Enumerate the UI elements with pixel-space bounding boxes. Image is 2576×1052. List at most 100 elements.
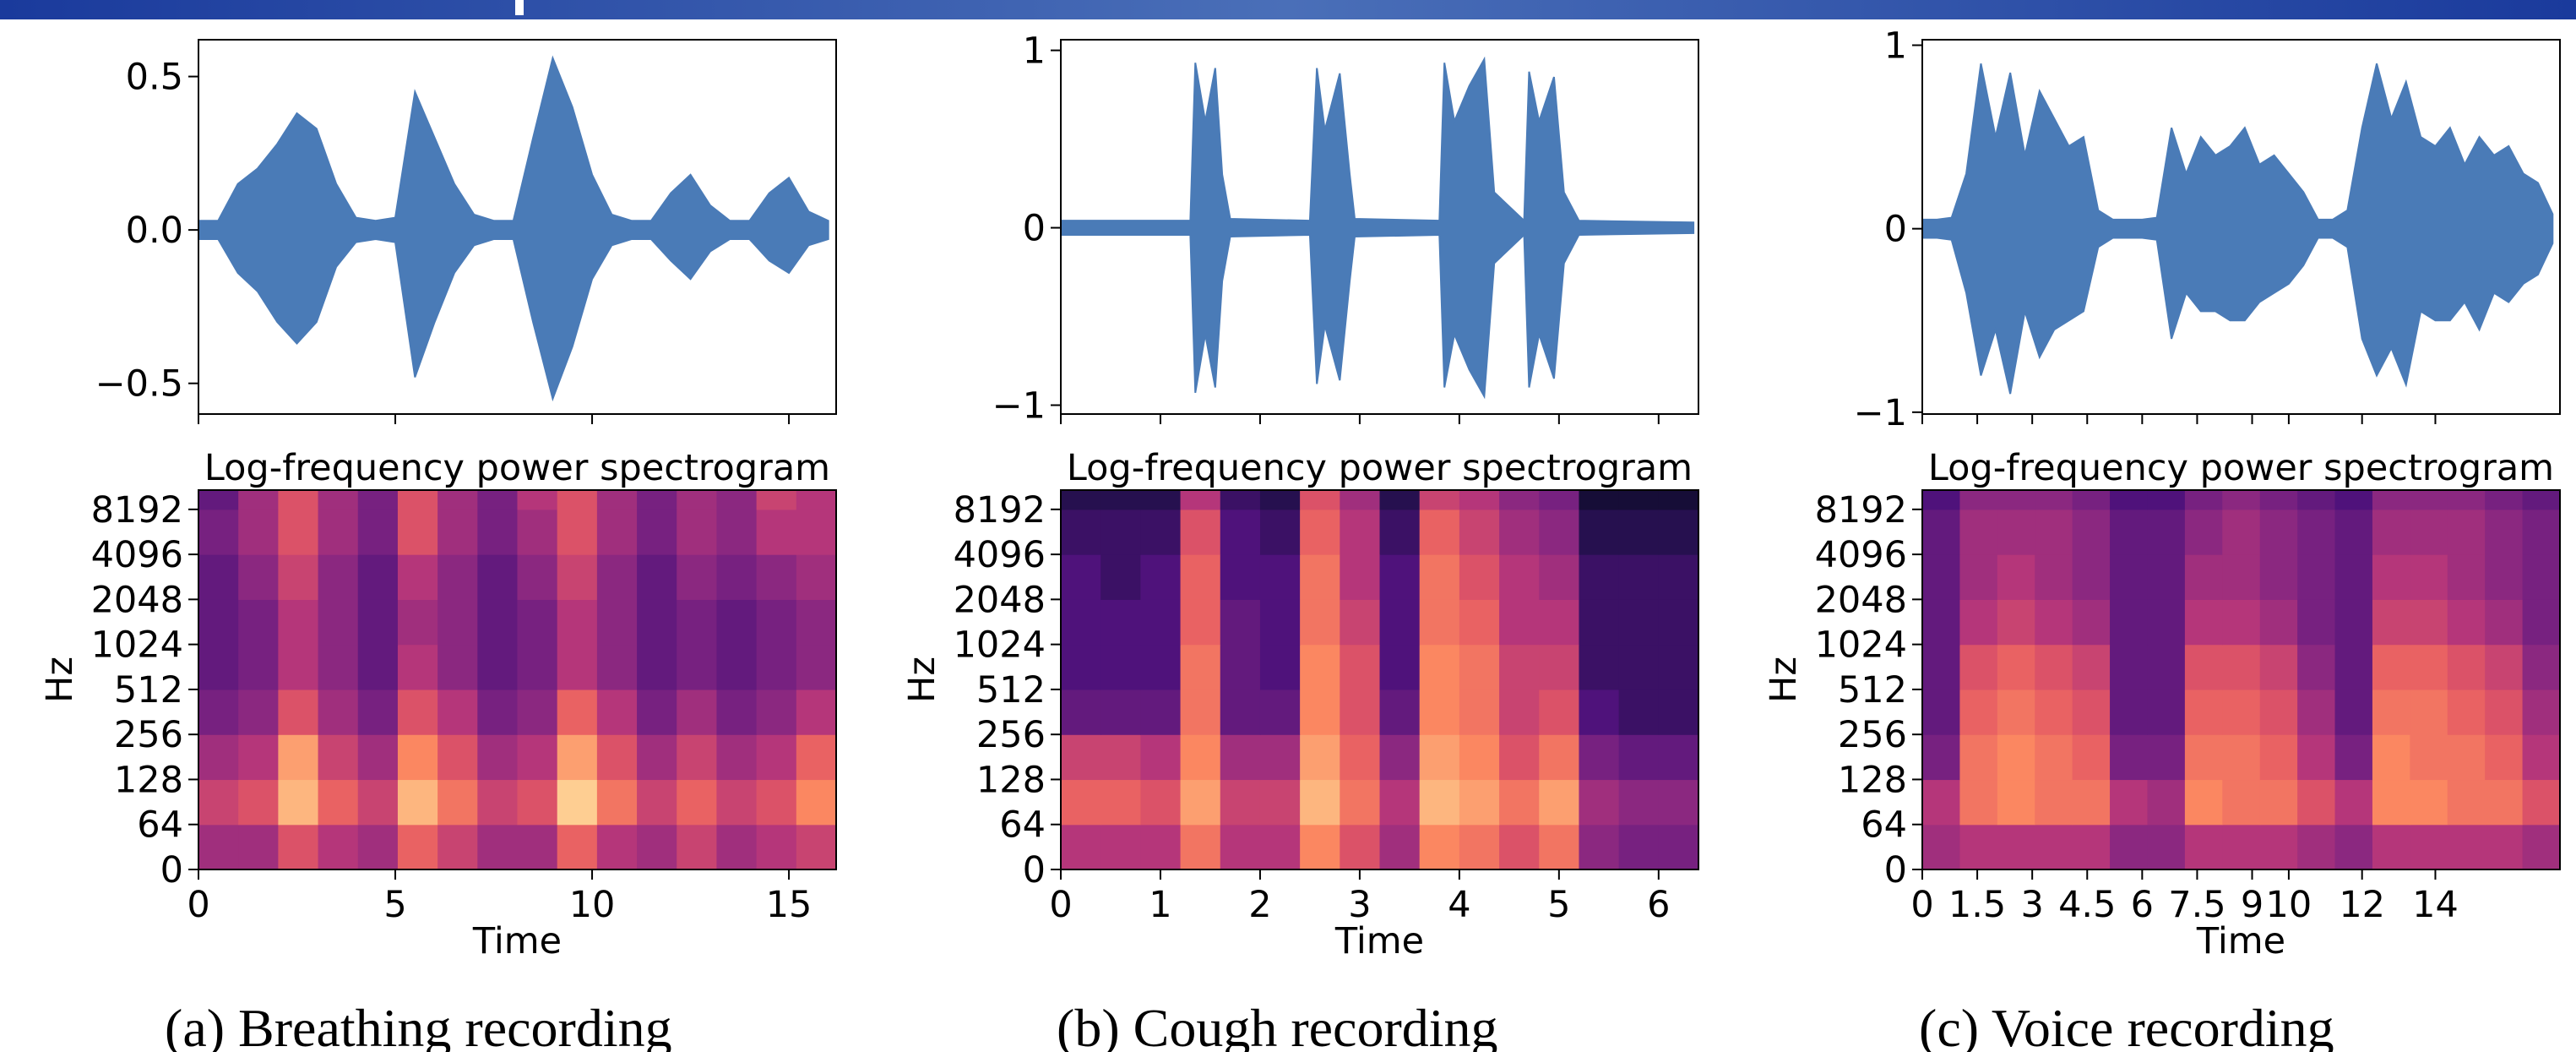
spectrogram-cell — [1061, 824, 1101, 870]
spectrogram-cell — [796, 490, 837, 510]
spectrogram-cell — [2035, 490, 2073, 510]
x-tick-label: 0 — [1910, 884, 1933, 926]
spectrogram-cell — [477, 554, 519, 600]
spectrogram-cell — [1220, 509, 1261, 555]
spectrogram-cell — [557, 644, 598, 690]
spectrogram-cell — [2447, 490, 2486, 510]
spectrogram-cell — [1658, 599, 1699, 646]
spectrogram-cell — [1959, 689, 1998, 735]
spectrogram-cell — [557, 490, 598, 510]
spectrogram-cell — [1220, 644, 1261, 690]
y-tick-label: 4096 — [954, 534, 1046, 576]
axes-frame — [1921, 39, 2561, 415]
spectrogram-cell — [437, 734, 478, 781]
spectrogram-cell — [2184, 689, 2223, 735]
spectrogram-cell — [2297, 599, 2336, 646]
spectrogram-cell — [1259, 824, 1301, 870]
spectrogram-cell — [2110, 509, 2149, 555]
spectrogram-cell — [716, 779, 758, 826]
y-tick-label: 0 — [1884, 849, 1907, 891]
spectrogram-cell — [238, 490, 279, 510]
spectrogram-cell — [278, 490, 319, 510]
caption: (b) Cough recording — [1057, 998, 1498, 1052]
spectrogram-cell — [1459, 734, 1500, 781]
spectrogram-cell — [2222, 599, 2261, 646]
caption: (c) Voice recording — [1919, 998, 2334, 1052]
spectrogram-cell — [1259, 599, 1301, 646]
spectrogram-cell — [1340, 824, 1381, 870]
spectrogram-cell — [596, 599, 638, 646]
spectrogram-cell — [2334, 490, 2373, 510]
spectrogram-cell — [2485, 779, 2524, 826]
spectrogram-cell — [2259, 509, 2298, 555]
header-bar — [0, 0, 2576, 19]
spectrogram-cell — [756, 734, 797, 781]
spectrogram-cell — [2184, 779, 2223, 826]
spectrogram-cell — [2222, 644, 2261, 690]
spectrogram-cell — [1340, 644, 1381, 690]
x-tick-label: 14 — [2412, 884, 2459, 926]
y-tick-label: 64 — [1861, 804, 1907, 847]
spectrogram-cell — [1499, 734, 1540, 781]
spectrogram-cell — [2297, 824, 2336, 870]
spectrogram-cell — [2035, 554, 2073, 600]
spectrogram-cell — [2147, 554, 2186, 600]
spectrogram-cell — [1101, 689, 1141, 735]
spectrogram-cell — [397, 599, 438, 646]
spectrogram-cell — [2372, 554, 2410, 600]
spectrogram-cell — [796, 689, 837, 735]
spectrogram-cell — [1140, 824, 1182, 870]
spectrogram-cell — [1539, 779, 1580, 826]
y-tick-label: 1024 — [1815, 624, 1907, 667]
spectrogram-cell — [1618, 689, 1660, 735]
spectrogram-cell — [1997, 509, 2035, 555]
spectrogram-cell — [2184, 734, 2223, 781]
spectrogram-cell — [318, 490, 359, 510]
spectrogram-cell — [796, 644, 837, 690]
x-tick-label: 3 — [2020, 884, 2043, 926]
spectrogram-cell — [238, 599, 279, 646]
spectrogram-cell — [2184, 554, 2223, 600]
spectrogram-cell — [2410, 689, 2448, 735]
spectrogram-cell — [1140, 734, 1182, 781]
spectrogram-cell — [278, 554, 319, 600]
spectrogram-cell — [1101, 824, 1141, 870]
spectrogram-cell — [1997, 644, 2035, 690]
spectrogram-cell — [2184, 599, 2223, 646]
spectrogram-cell — [357, 779, 399, 826]
spectrogram-cell — [2072, 734, 2111, 781]
spectrogram-cell — [1579, 734, 1620, 781]
spectrogram-cell — [238, 509, 279, 555]
x-tick-label: 0 — [187, 884, 209, 926]
spectrogram-cell — [318, 599, 359, 646]
spectrogram-cell — [1618, 779, 1660, 826]
x-tick-label: 9 — [2241, 884, 2264, 926]
spectrogram-cell — [1579, 490, 1620, 510]
spectrogram-cell — [1379, 779, 1421, 826]
x-tick-label: 5 — [1547, 884, 1570, 926]
spectrogram-cell — [2147, 490, 2186, 510]
spectrogram-cell — [1300, 779, 1340, 826]
y-tick-label: 256 — [1838, 714, 1907, 756]
spectrogram-cell — [2072, 554, 2111, 600]
spectrogram-cell — [2147, 509, 2186, 555]
spectrogram-cell — [2447, 689, 2486, 735]
spectrogram-cell — [278, 644, 319, 690]
spectrogram-cell — [2372, 509, 2410, 555]
spectrogram-cell — [1140, 509, 1182, 555]
spectrogram-cell — [2035, 734, 2073, 781]
spectrogram-cell — [278, 509, 319, 555]
spectrogram-cell — [198, 554, 239, 600]
spectrogram-cell — [1259, 490, 1301, 510]
y-tick-label: 0.0 — [126, 210, 183, 252]
x-tick-label: 4.5 — [2058, 884, 2116, 926]
spectrogram-cell — [2259, 689, 2298, 735]
spectrogram-cell — [2522, 599, 2561, 646]
spectrogram-cell — [517, 644, 558, 690]
y-tick-label: 8192 — [954, 489, 1046, 531]
spectrogram-cell — [238, 554, 279, 600]
y-tick-label: 512 — [976, 669, 1046, 711]
spectrogram-cell — [637, 644, 677, 690]
spectrogram-cell — [2485, 490, 2524, 510]
